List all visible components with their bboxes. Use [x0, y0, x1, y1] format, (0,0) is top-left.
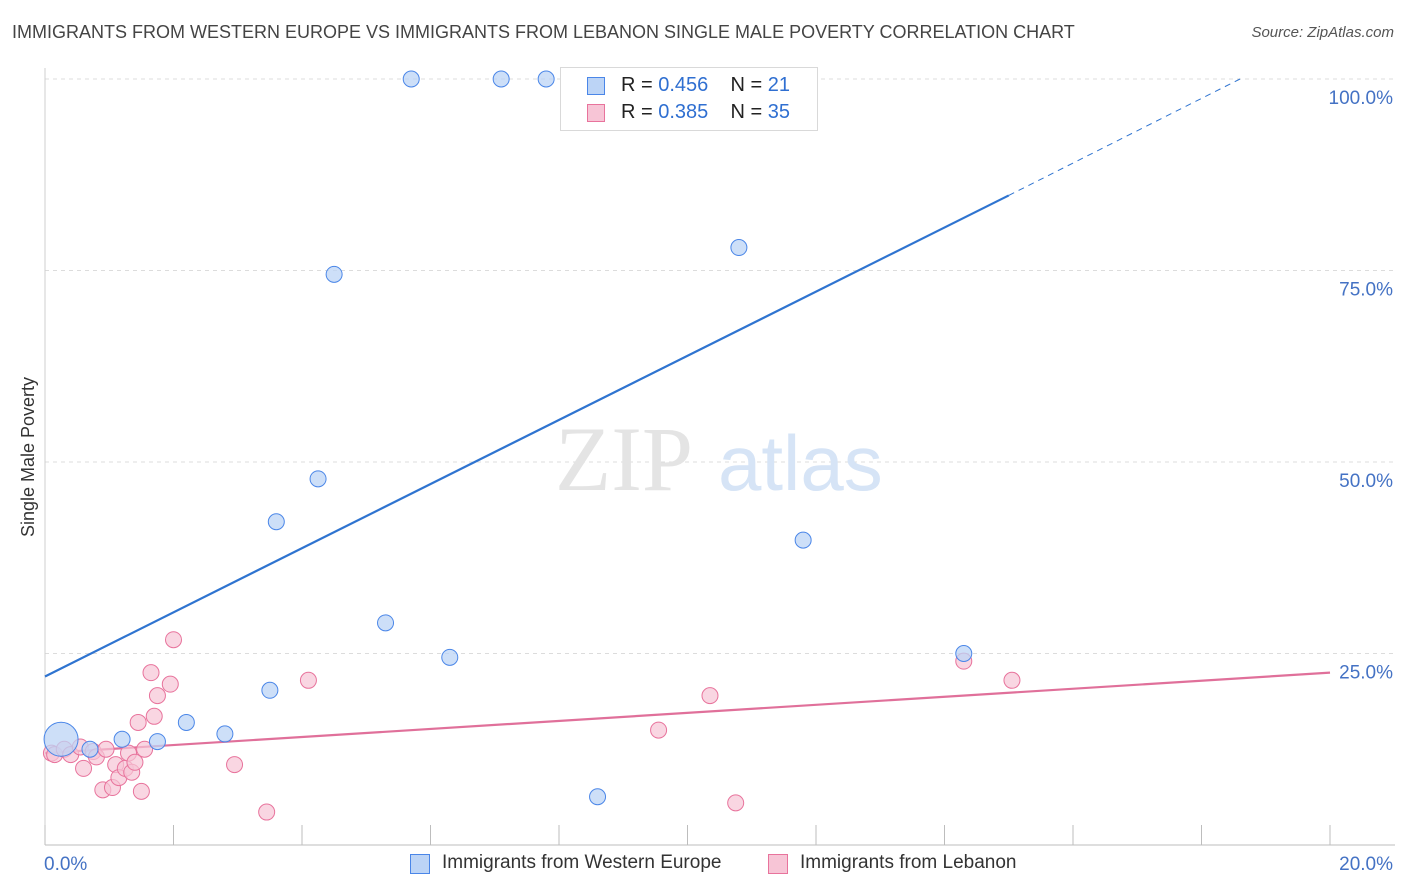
legend-r-label: R = [621, 74, 653, 96]
trend-line-western-europe [44, 194, 1010, 678]
point-western-europe [377, 614, 395, 632]
legend-n-label: N = [730, 101, 763, 123]
x-tick-label-max: 20.0% [1339, 854, 1393, 875]
chart-title: IMMIGRANTS FROM WESTERN EUROPE VS IMMIGR… [12, 22, 1075, 42]
point-western-europe [730, 239, 748, 257]
point-western-europe [216, 725, 234, 743]
trend-lines [44, 78, 1331, 755]
point-western-europe [402, 70, 420, 88]
legend-r-value: 0.456 [658, 74, 709, 96]
trend-line-western-europe-extension [1008, 78, 1241, 196]
point-western-europe [955, 645, 973, 662]
watermark-atlas: atlas [718, 419, 883, 507]
point-western-europe [325, 265, 343, 283]
legend-n-value: 35 [767, 101, 791, 123]
legend-n-label: N = [730, 74, 763, 96]
axes [44, 68, 1395, 846]
point-western-europe [81, 740, 99, 758]
point-lebanon [727, 794, 745, 812]
point-lebanon [75, 759, 93, 777]
point-western-europe [537, 70, 555, 88]
point-western-europe [261, 681, 279, 699]
point-lebanon [97, 740, 115, 758]
legend-n-value: 21 [767, 74, 791, 96]
source-credit: Source: ZipAtlas.com [1251, 24, 1394, 41]
legend-r-label: R = [621, 101, 653, 123]
y-tick-label: 25.0% [1339, 663, 1393, 684]
point-western-europe [177, 713, 195, 731]
point-lebanon [258, 803, 276, 821]
y-tick-label: 75.0% [1339, 280, 1393, 301]
gridlines [45, 78, 1395, 654]
point-western-europe [794, 531, 812, 549]
y-axis-label: Single Male Poverty [18, 377, 38, 537]
x-tick-label-min: 0.0% [44, 854, 87, 875]
y-tick-label: 100.0% [1329, 88, 1394, 109]
point-lebanon [148, 687, 166, 705]
legend-swatch-pink [587, 104, 605, 122]
point-western-europe [267, 513, 285, 531]
point-western-europe [309, 470, 327, 488]
bottom-legend-label: Immigrants from Lebanon [800, 852, 1017, 873]
bottom-legend-swatch-blue [410, 854, 430, 874]
point-western-europe [492, 70, 510, 88]
point-western-europe [589, 788, 607, 806]
bottom-legend-label: Immigrants from Western Europe [442, 852, 722, 873]
point-lebanon [161, 675, 179, 693]
point-lebanon [132, 782, 150, 800]
data-points [42, 70, 1021, 821]
point-lebanon [1003, 671, 1021, 689]
trend-line-lebanon [44, 671, 1331, 755]
point-lebanon [701, 687, 719, 705]
y-tick-label: 50.0% [1339, 471, 1393, 492]
point-lebanon [650, 721, 668, 739]
point-lebanon [126, 753, 144, 771]
point-lebanon [129, 713, 147, 731]
legend-box: R = 0.456 N = 21 R = 0.385 N = 35 [560, 67, 818, 131]
point-lebanon [145, 707, 163, 725]
point-lebanon [299, 671, 317, 689]
point-lebanon [142, 664, 160, 682]
point-lebanon [165, 631, 182, 649]
legend-r-value: 0.385 [658, 101, 709, 123]
y-tick-labels: 25.0% 50.0% 75.0% 100.0% [1329, 88, 1394, 684]
point-western-europe [441, 648, 459, 666]
x-tick-labels: 0.0% 20.0% [44, 854, 1393, 875]
point-western-europe [113, 730, 131, 748]
legend-swatch-blue [587, 77, 605, 95]
point-lebanon [226, 756, 244, 774]
point-western-europe [148, 733, 166, 751]
bottom-legend-swatch-pink [768, 854, 788, 874]
watermark-zip: ZIP [555, 408, 693, 510]
point-western-europe [43, 721, 79, 757]
point-lebanon [136, 740, 154, 758]
